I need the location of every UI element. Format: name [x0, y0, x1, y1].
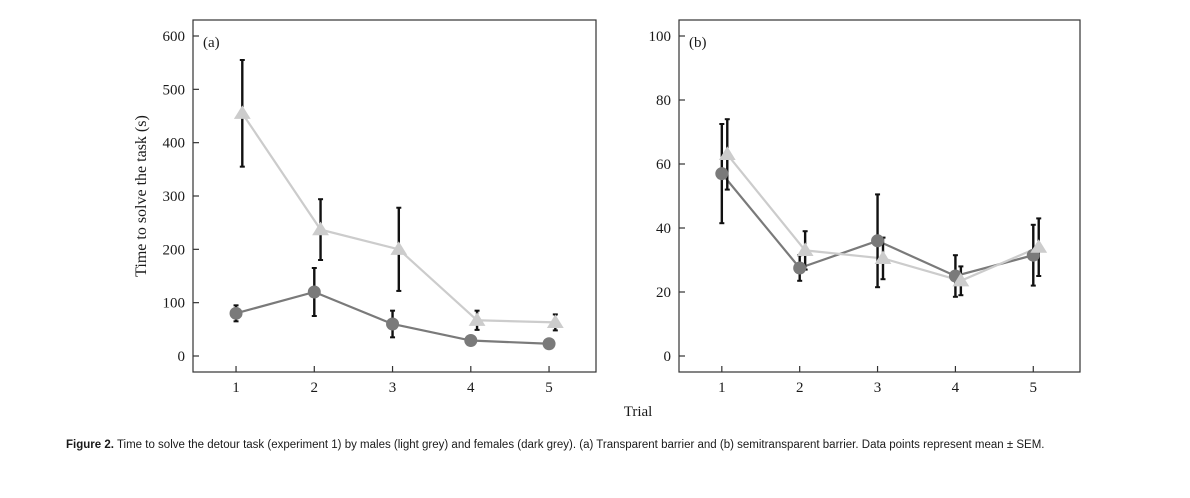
x-tick-label: 1	[718, 380, 726, 396]
y-tick-label: 200	[163, 242, 186, 258]
females-data-point	[542, 337, 556, 351]
x-tick-label: 4	[467, 380, 475, 396]
males-data-point	[952, 272, 970, 287]
y-tick-label: 60	[656, 157, 671, 173]
y-axis-label: Time to solve the task (s)	[133, 115, 150, 277]
shared-x-axis-label: Trial	[624, 404, 653, 420]
y-tick-label: 400	[163, 136, 186, 152]
x-tick-label: 3	[874, 380, 882, 396]
females-data-point	[715, 167, 729, 181]
x-tick-label: 3	[389, 380, 397, 396]
panel-label: (b)	[689, 35, 707, 51]
y-tick-label: 40	[656, 221, 671, 237]
x-tick-label: 2	[311, 380, 319, 396]
females-data-point	[386, 317, 400, 331]
males-data-point	[796, 242, 814, 256]
x-tick-label: 5	[1030, 380, 1038, 396]
males-data-point	[718, 146, 736, 160]
females-data-point	[464, 334, 478, 348]
caption-label: Figure 2.	[66, 439, 114, 451]
y-tick-label: 20	[656, 285, 671, 301]
panel-b: 0 20 40 60 80 100 1 2 3 4 5 (b)	[649, 19, 1081, 396]
figure-caption: Figure 2. Time to solve the detour task …	[66, 437, 1156, 453]
y-tick-label: 80	[656, 93, 671, 109]
y-tick-label: 100	[163, 296, 186, 312]
males-data-point	[468, 312, 486, 326]
females-data-point	[229, 306, 243, 320]
caption-text: Time to solve the detour task (experimen…	[116, 439, 1045, 451]
females-data-point	[793, 261, 807, 275]
y-tick-label: 0	[664, 349, 672, 365]
females-data-point	[307, 285, 321, 299]
x-tick-label: 4	[952, 380, 960, 396]
males-data-point	[874, 250, 892, 264]
males-data-point	[390, 241, 408, 255]
males-data-point	[1030, 239, 1048, 253]
panel-a: 0 100 200 300 400 500 600 1 2 3 4 5 (a) Time to solve…	[133, 19, 597, 396]
x-tick-label: 2	[796, 380, 804, 396]
y-tick-label: 600	[163, 29, 186, 45]
x-tick-label: 5	[545, 380, 553, 396]
y-tick-label: 300	[163, 189, 186, 205]
y-tick-label: 100	[649, 29, 672, 45]
males-data-point	[546, 314, 564, 328]
plot-frame	[678, 19, 1081, 373]
panel-label: (a)	[203, 35, 220, 51]
males-data-point	[312, 221, 329, 236]
y-tick-label: 500	[163, 82, 186, 98]
x-tick-label: 1	[232, 380, 240, 396]
y-tick-label: 0	[178, 349, 186, 365]
females-data-point	[871, 234, 885, 248]
males-data-point	[233, 105, 251, 119]
